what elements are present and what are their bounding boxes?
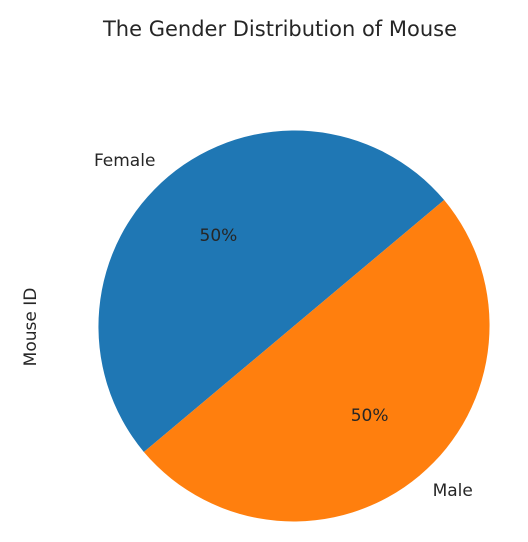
pie-slice-female <box>98 130 445 452</box>
slice-label-male: Male <box>433 481 473 501</box>
pie-slice-male <box>143 200 490 522</box>
y-axis-label: Mouse ID <box>21 288 41 367</box>
pie-slices <box>98 130 490 522</box>
pie-labels: Female 50% Male 50% <box>94 151 473 501</box>
percent-label-male: 50% <box>351 406 389 426</box>
chart-title: The Gender Distribution of Mouse <box>102 17 457 41</box>
percent-label-female: 50% <box>200 226 238 246</box>
slice-label-female: Female <box>94 151 155 171</box>
